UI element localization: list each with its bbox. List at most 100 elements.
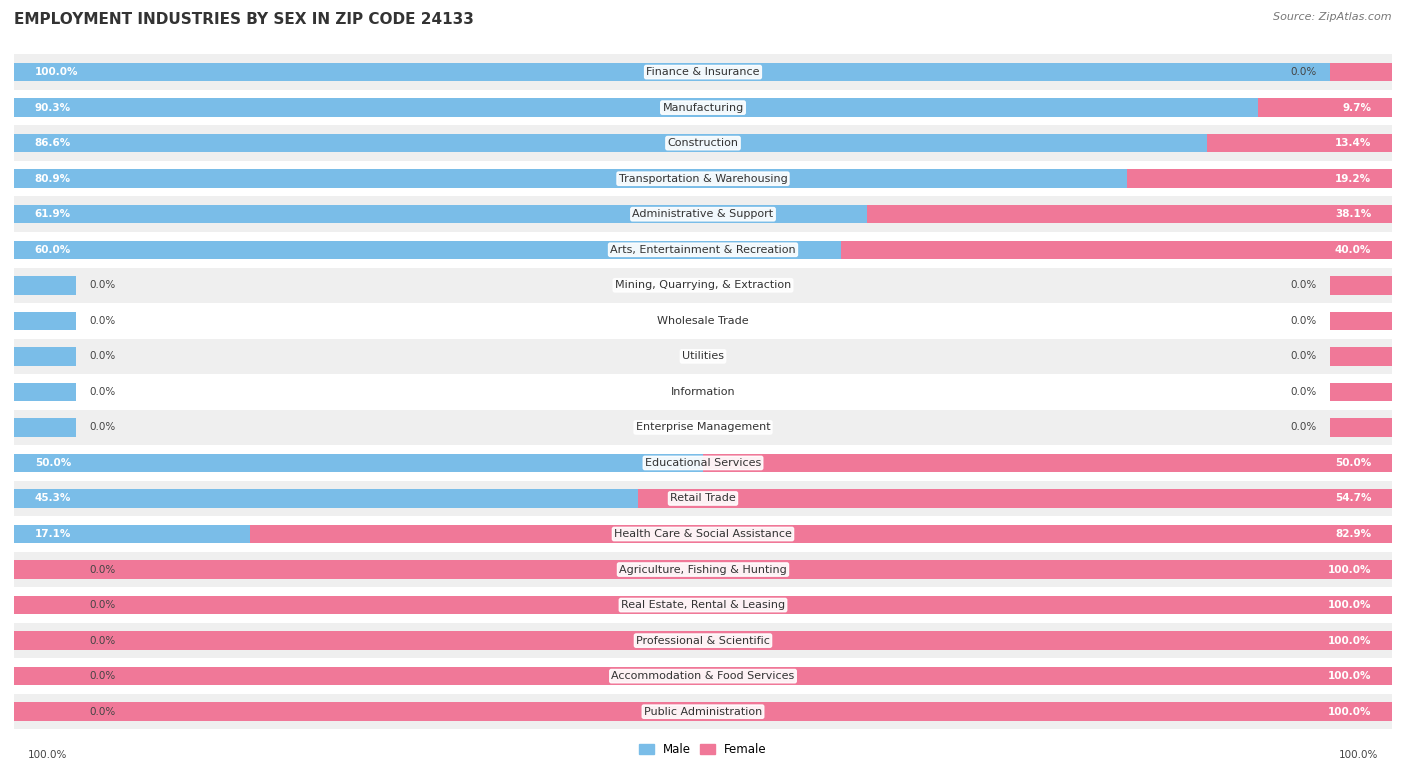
Text: 38.1%: 38.1% <box>1336 210 1371 219</box>
Bar <box>868 205 1392 223</box>
Bar <box>14 374 1392 410</box>
Text: 100.0%: 100.0% <box>1327 636 1371 646</box>
Bar <box>14 667 1392 685</box>
Text: Public Administration: Public Administration <box>644 707 762 717</box>
Bar <box>14 552 1392 587</box>
Bar <box>14 694 1392 729</box>
Bar <box>14 161 1392 196</box>
Text: 0.0%: 0.0% <box>90 707 117 717</box>
Text: 82.9%: 82.9% <box>1336 529 1371 539</box>
Bar <box>14 596 1392 615</box>
Text: 0.0%: 0.0% <box>1289 387 1316 397</box>
Bar <box>14 623 1392 658</box>
Text: 54.7%: 54.7% <box>1334 494 1371 504</box>
Bar <box>1208 134 1392 152</box>
Bar <box>14 560 76 579</box>
Bar <box>14 596 76 615</box>
Text: Real Estate, Rental & Leasing: Real Estate, Rental & Leasing <box>621 600 785 610</box>
Text: 0.0%: 0.0% <box>90 671 117 681</box>
Text: Construction: Construction <box>668 138 738 148</box>
Text: 100.0%: 100.0% <box>1327 707 1371 717</box>
Bar <box>1330 63 1392 81</box>
Text: Finance & Insurance: Finance & Insurance <box>647 67 759 77</box>
Text: Professional & Scientific: Professional & Scientific <box>636 636 770 646</box>
Text: 0.0%: 0.0% <box>90 316 117 326</box>
Text: EMPLOYMENT INDUSTRIES BY SEX IN ZIP CODE 24133: EMPLOYMENT INDUSTRIES BY SEX IN ZIP CODE… <box>14 12 474 26</box>
Text: 0.0%: 0.0% <box>1289 422 1316 432</box>
Text: 100.0%: 100.0% <box>1327 671 1371 681</box>
Text: Wholesale Trade: Wholesale Trade <box>657 316 749 326</box>
Bar <box>841 241 1392 259</box>
Text: 80.9%: 80.9% <box>35 174 70 184</box>
Text: 50.0%: 50.0% <box>1336 458 1371 468</box>
Text: 60.0%: 60.0% <box>35 244 70 255</box>
Text: Retail Trade: Retail Trade <box>671 494 735 504</box>
Bar <box>14 489 638 508</box>
Bar <box>14 90 1392 126</box>
Bar <box>14 134 1208 152</box>
Text: 0.0%: 0.0% <box>1289 352 1316 362</box>
Text: 100.0%: 100.0% <box>35 67 79 77</box>
Bar <box>14 516 1392 552</box>
Text: 100.0%: 100.0% <box>28 750 67 760</box>
Text: 0.0%: 0.0% <box>90 565 117 574</box>
Bar <box>14 196 1392 232</box>
Text: Utilities: Utilities <box>682 352 724 362</box>
Text: 90.3%: 90.3% <box>35 102 70 113</box>
Text: 61.9%: 61.9% <box>35 210 70 219</box>
Bar <box>14 241 841 259</box>
Bar <box>14 560 1392 579</box>
Bar <box>14 338 1392 374</box>
Bar <box>14 232 1392 268</box>
Text: Administrative & Support: Administrative & Support <box>633 210 773 219</box>
Text: Manufacturing: Manufacturing <box>662 102 744 113</box>
Text: Transportation & Warehousing: Transportation & Warehousing <box>619 174 787 184</box>
Bar <box>1128 169 1392 188</box>
Bar <box>14 99 1258 117</box>
Bar <box>1258 99 1392 117</box>
Bar <box>14 525 250 543</box>
Bar <box>14 54 1392 90</box>
Bar <box>14 303 1392 338</box>
Bar <box>1330 312 1392 330</box>
Text: 0.0%: 0.0% <box>1289 67 1316 77</box>
Text: 40.0%: 40.0% <box>1334 244 1371 255</box>
Bar <box>14 205 868 223</box>
Bar <box>14 383 76 401</box>
Text: 0.0%: 0.0% <box>90 387 117 397</box>
Text: 100.0%: 100.0% <box>1327 565 1371 574</box>
Bar <box>14 268 1392 303</box>
Text: 0.0%: 0.0% <box>90 636 117 646</box>
Bar <box>14 445 1392 480</box>
Text: 86.6%: 86.6% <box>35 138 70 148</box>
Text: Enterprise Management: Enterprise Management <box>636 422 770 432</box>
Bar <box>250 525 1392 543</box>
Text: Information: Information <box>671 387 735 397</box>
Text: 13.4%: 13.4% <box>1334 138 1371 148</box>
Legend: Male, Female: Male, Female <box>634 738 772 760</box>
Text: 0.0%: 0.0% <box>90 352 117 362</box>
Text: 0.0%: 0.0% <box>90 422 117 432</box>
Bar <box>14 169 1129 188</box>
Bar <box>1330 347 1392 365</box>
Bar <box>14 702 1392 721</box>
Text: 0.0%: 0.0% <box>90 600 117 610</box>
Text: Health Care & Social Assistance: Health Care & Social Assistance <box>614 529 792 539</box>
Bar <box>1330 383 1392 401</box>
Text: 19.2%: 19.2% <box>1336 174 1371 184</box>
Text: Agriculture, Fishing & Hunting: Agriculture, Fishing & Hunting <box>619 565 787 574</box>
Bar <box>14 347 76 365</box>
Text: 0.0%: 0.0% <box>1289 280 1316 290</box>
Bar <box>14 632 76 650</box>
Bar <box>14 126 1392 161</box>
Text: Accommodation & Food Services: Accommodation & Food Services <box>612 671 794 681</box>
Text: 9.7%: 9.7% <box>1343 102 1371 113</box>
Bar <box>638 489 1392 508</box>
Text: Arts, Entertainment & Recreation: Arts, Entertainment & Recreation <box>610 244 796 255</box>
Bar <box>14 418 76 437</box>
Bar <box>14 702 76 721</box>
Text: 45.3%: 45.3% <box>35 494 72 504</box>
Text: Mining, Quarrying, & Extraction: Mining, Quarrying, & Extraction <box>614 280 792 290</box>
Bar <box>14 312 76 330</box>
Bar <box>14 410 1392 445</box>
